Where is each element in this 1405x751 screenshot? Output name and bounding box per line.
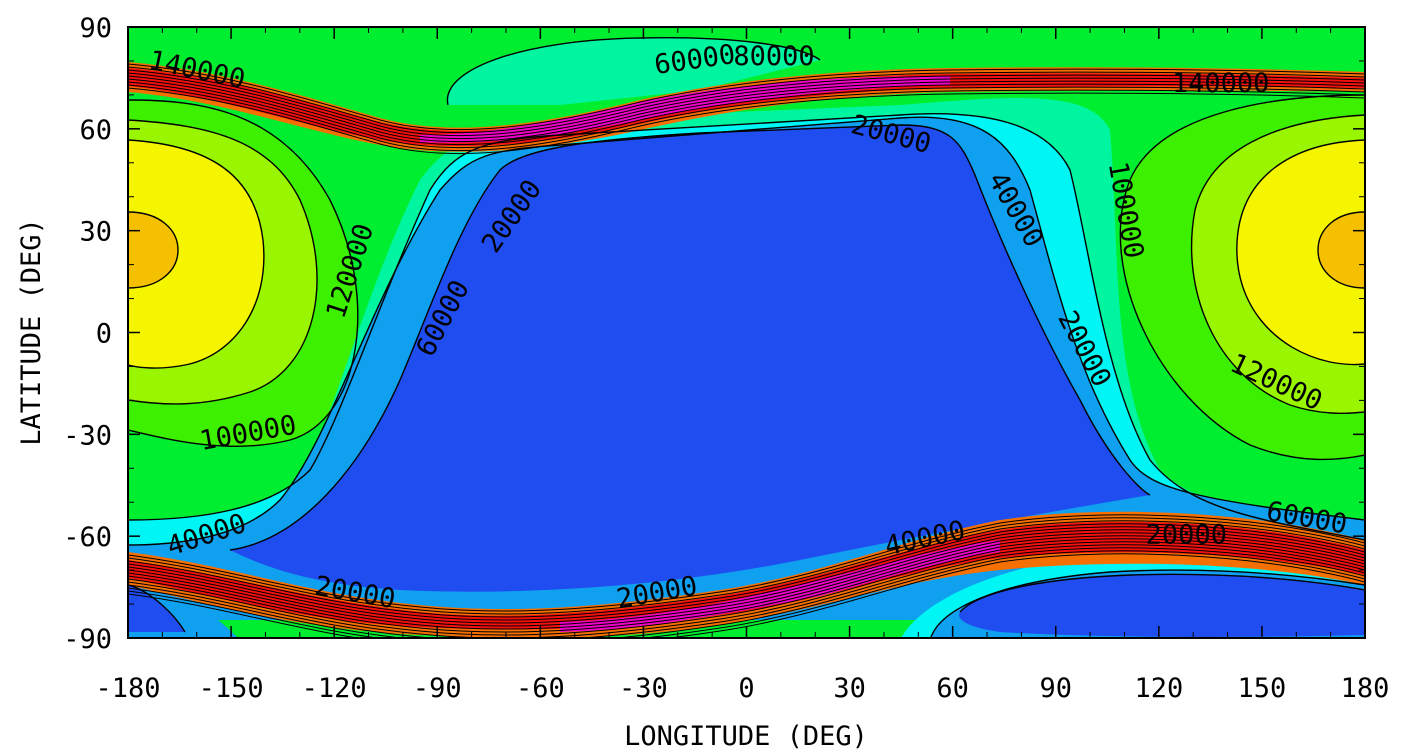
south-jet-contour [128,517,1365,615]
south-jet-contour [128,547,1365,638]
y-tick-label: 90 [79,13,112,44]
y-ticks: 90 60 30 0 -30 -60 -90 [63,13,1365,655]
x-tick-label: -180 [95,673,160,704]
contour-line [446,37,821,106]
contour-line [1119,94,1365,461]
north-jet-contour [128,72,1365,140]
south-jet-contour [128,553,1365,638]
contour-label: 80000 [733,41,814,72]
contour-line [229,124,1151,551]
south-jet-contour [128,535,1365,633]
south-jet-contour [128,544,1365,638]
x-tick-label: 90 [1039,673,1072,704]
north-jet-contour [128,69,1365,137]
contour-line [128,99,359,448]
north-jet-contour [128,87,1365,155]
jet-contour-lines [128,63,1365,638]
contour-line [1236,139,1365,366]
south-jet-contour [128,538,1365,636]
band-140000-right [1236,140,1365,365]
right-high [1120,95,1365,460]
x-tick-label: 0 [738,673,754,704]
contour-line [1190,114,1365,414]
x-tick-label: 150 [1238,673,1287,704]
contour-label: 140000 [1172,68,1270,99]
north-jet-contour [128,81,1365,149]
contour-line [128,584,186,633]
north-jet-contour [128,78,1365,146]
contour-line [128,139,265,369]
contour-lines [128,37,1365,638]
y-tick-label: -30 [63,420,112,451]
contour-line [128,113,1365,541]
north-jet-red [128,68,1365,147]
x-tick-label: 30 [833,673,866,704]
x-tick-label: -30 [619,673,668,704]
south-jet-contour [128,532,1365,630]
contour-label: 20000 [1146,520,1227,551]
x-tick-label: 180 [1341,673,1390,704]
south-jet-contour [128,520,1365,618]
x-tick-label: 120 [1134,673,1183,704]
south-jet-contour [128,523,1365,621]
x-tick-label: -150 [199,673,264,704]
x-tick-label: -90 [413,673,462,704]
south-jet-contour [128,514,1365,612]
x-ticks: -180 -150 -120 -90 -60 -30 0 30 60 90 120 150 180 [95,27,1389,704]
north-jet-contour [128,84,1365,152]
north-jet-contour [128,75,1365,143]
contour-line [128,119,318,405]
band-60000-north [447,37,820,105]
y-axis-label: LATITUDE (DEG) [16,218,47,446]
south-jet-contour [128,526,1365,624]
south-jet-red [128,521,1365,630]
band-0-sw [128,585,185,632]
south-jet-contour [128,550,1365,638]
band-160000-left [128,212,178,288]
band-0-se [959,574,1365,637]
y-tick-label: 30 [79,217,112,248]
south-jet-contour [128,541,1365,638]
x-axis-label: LONGITUDE (DEG) [624,721,868,751]
contour-line [128,211,179,289]
x-tick-label: -60 [516,673,565,704]
north-jet-contour [128,63,1365,131]
x-tick-label: -120 [302,673,367,704]
contour-line [1317,211,1365,289]
contour-line [930,569,1365,638]
band-140000-left [128,140,264,369]
south-jet-contour [128,529,1365,627]
north-jet-magenta [420,76,950,143]
y-tick-label: -60 [63,522,112,553]
x-tick-label: 60 [936,673,969,704]
y-tick-label: 60 [79,115,112,146]
y-tick-label: 0 [96,319,112,350]
y-tick-label: -90 [63,624,112,655]
left-high [128,100,358,447]
north-jet-contour [128,66,1365,134]
band-0-center [230,125,1150,592]
